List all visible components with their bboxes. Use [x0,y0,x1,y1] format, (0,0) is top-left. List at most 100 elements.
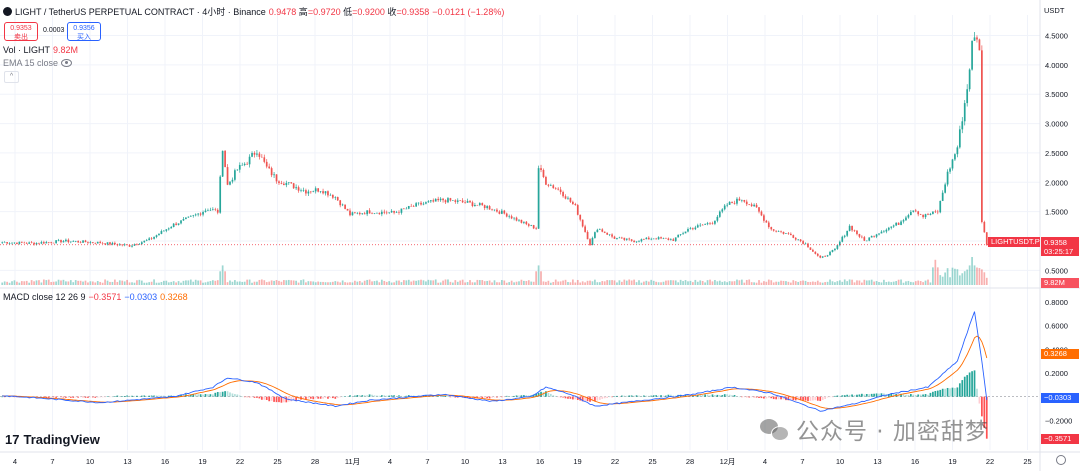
volume-bar [447,279,449,285]
date-axis-label[interactable]: 22 [986,457,994,466]
macd-hist-bar [527,395,530,397]
eye-icon[interactable] [61,59,73,67]
price-axis-label[interactable]: 2.0000 [1045,178,1068,187]
candle-body [493,209,496,211]
sell-button[interactable]: 0.9353 卖出 [4,22,38,41]
price-axis-label[interactable]: 0.5000 [1045,266,1068,275]
date-axis-label[interactable]: 11月 [345,457,360,466]
buy-price: 0.9356 [73,25,95,32]
macd-hist-bar [207,394,209,397]
date-axis-label[interactable]: 7 [425,457,429,466]
macd-hist-bar [971,371,973,397]
volume-bar [530,281,533,285]
candle-body [966,89,969,104]
macd-axis-label[interactable]: −0.2000 [1045,416,1072,425]
macd-tag: −0.0303 [1041,393,1079,403]
candle-body [265,161,268,167]
macd-legend[interactable]: MACD close 12 26 9 −0.3571 −0.0303 0.326… [3,292,188,302]
macd-hist-bar [131,395,133,397]
candle-body [601,229,604,232]
price-axis-label[interactable]: 4.5000 [1045,32,1068,41]
time-axis-labels[interactable]: 4 7 10 13 16 19 22 25 28 11月 4 7 10 13 16 19 22 25 28 12月 4 7… [13,457,1032,466]
macd-axis-label[interactable]: 0.2000 [1045,369,1068,378]
candle-body [376,212,378,214]
volume-bar [461,279,464,285]
price-axis-label[interactable]: 2.5000 [1045,149,1068,158]
candle-body [163,230,165,232]
macd-hist-bar [868,394,871,397]
date-axis-label[interactable]: 10 [86,457,94,466]
date-axis-label[interactable]: 25 [648,457,656,466]
date-axis-label[interactable]: 4 [763,457,767,466]
price-axis-label[interactable]: 3.0000 [1045,120,1068,129]
volume-bar [187,280,190,285]
macd-hist-bar [765,396,768,399]
volume-bar [202,282,204,285]
macd-hist-bar [356,395,359,397]
date-axis-label[interactable]: 7 [50,457,54,466]
date-axis-label[interactable]: 28 [686,457,694,466]
settings-gear-icon[interactable] [1056,455,1066,465]
date-axis-label[interactable]: 19 [948,457,956,466]
buy-button[interactable]: 0.9356 买入 [67,22,101,41]
macd-hist-bar [912,394,915,397]
date-axis-label[interactable]: 25 [273,457,281,466]
price-axis-label[interactable]: 4.0000 [1045,61,1068,70]
candle-body [613,236,616,239]
candle-body [243,163,246,165]
candle-body [863,237,866,241]
candle-body [55,240,57,244]
macd-hist-bar [853,395,856,397]
volume-bar [704,282,706,285]
candle-body [302,190,305,191]
volume-bar [701,280,704,285]
candle-body [594,232,596,238]
volume-bar [109,281,111,285]
date-axis-label[interactable]: 16 [161,457,169,466]
candle-body [400,208,403,213]
date-axis-label[interactable]: 13 [873,457,881,466]
date-axis-label[interactable]: 28 [311,457,319,466]
candle-body [902,220,905,222]
date-axis-label[interactable]: 25 [1023,457,1031,466]
macd-hist-bar [74,396,77,398]
date-axis-label[interactable]: 16 [536,457,544,466]
macd-hist-bar [319,396,322,399]
date-axis-label[interactable]: 10 [461,457,469,466]
date-axis-label[interactable]: 4 [388,457,392,466]
date-axis-label[interactable]: 16 [911,457,919,466]
date-axis-label[interactable]: 4 [13,457,17,466]
macd-hist-bar [792,396,795,401]
volume-legend[interactable]: Vol · LIGHT 9.82M [3,45,78,55]
macd-hist-bar [199,394,202,397]
macd-hist-bar [422,395,425,397]
candle-body [72,241,75,242]
tradingview-logo[interactable]: 17 TradingView [5,432,100,447]
date-axis-label[interactable]: 19 [198,457,206,466]
date-axis-label[interactable]: 12月 [720,457,736,466]
currency-label[interactable]: USDT [1044,6,1065,15]
volume-bar [873,281,875,285]
date-axis-label[interactable]: 13 [498,457,506,466]
date-axis-label[interactable]: 19 [573,457,581,466]
volume-bar [371,281,373,285]
candle-body [789,233,792,236]
date-axis-label[interactable]: 7 [800,457,804,466]
candle-body [723,205,726,210]
date-axis-label[interactable]: 22 [611,457,619,466]
collapse-legend-button[interactable]: ^ [4,71,19,83]
macd-axis-label[interactable]: 0.8000 [1045,298,1068,307]
macd-hist-bar [145,395,148,397]
symbol-title[interactable]: LIGHT / TetherUS PERPETUAL CONTRACT · 4小… [15,7,266,17]
ema-legend[interactable]: EMA 15 close [3,58,73,68]
candle-body [432,200,435,202]
price-axis-label[interactable]: 3.5000 [1045,90,1068,99]
date-axis-label[interactable]: 10 [836,457,844,466]
date-axis-label[interactable]: 22 [236,457,244,466]
date-axis-label[interactable]: 13 [123,457,131,466]
price-axis-label[interactable]: 1.5000 [1045,208,1068,217]
macd-axis-label[interactable]: 0.6000 [1045,322,1068,331]
